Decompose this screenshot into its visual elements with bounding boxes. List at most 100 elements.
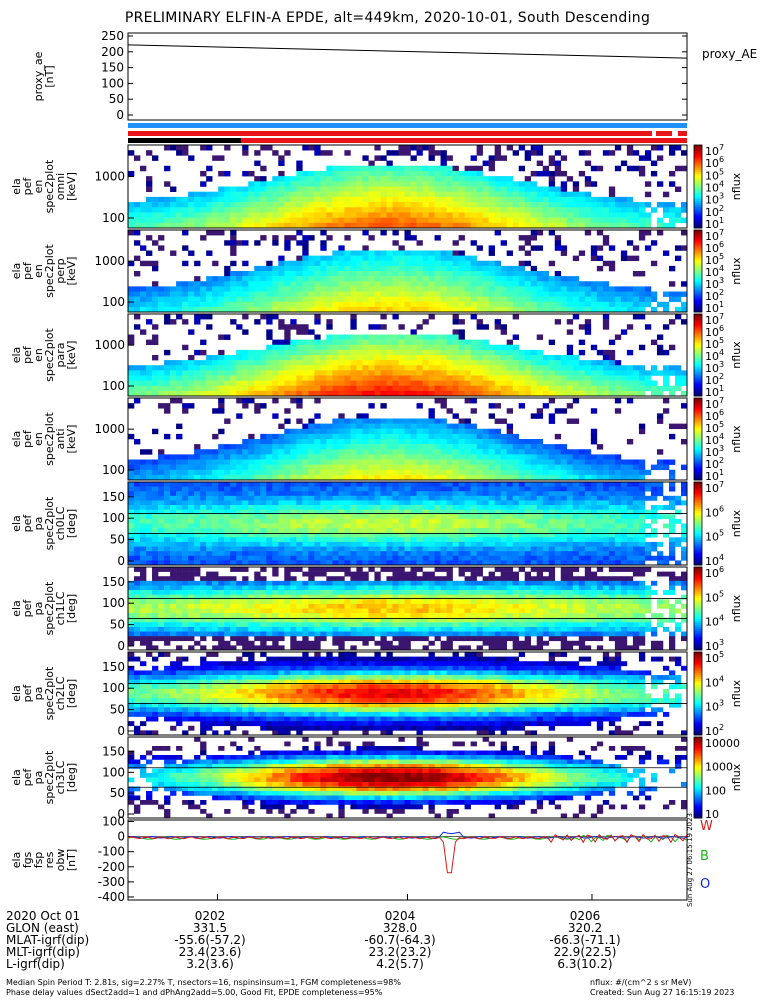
pa_ch0-cell	[452, 523, 459, 529]
spec_en_3-cell	[428, 385, 435, 392]
spec_en_1-cell	[326, 191, 333, 198]
pa_ch0-cell	[164, 509, 171, 515]
spec_en_2-cell	[152, 265, 159, 272]
pa_ch0-cell	[374, 555, 381, 561]
spec_en_2-cell	[476, 291, 483, 297]
spec_en_2-cell	[170, 291, 177, 297]
spec_en_3-cell	[542, 375, 550, 381]
spec_en_4-cell	[398, 428, 405, 435]
spec_en_1-cell	[512, 186, 519, 192]
spec_en_3-cell	[362, 355, 369, 361]
pa_ch0-cell	[182, 532, 189, 538]
spec_en_2-cell	[302, 250, 309, 256]
spec_en_1-cell	[506, 196, 513, 203]
spec_en_1-cell	[356, 212, 363, 218]
spec_en_3-cell	[242, 370, 249, 376]
spec_en_2-cell	[482, 271, 489, 277]
spec_en_3-cell	[290, 349, 297, 356]
pa_ch0-cell	[314, 546, 321, 552]
spec_en_4-cell	[410, 454, 417, 460]
spec_en_3-cell	[662, 370, 670, 376]
spec_en_3-cell	[662, 380, 670, 387]
spec_en_3-cell	[368, 334, 375, 340]
spec_en_3-cell	[416, 365, 423, 371]
spec_en_2-cell	[356, 291, 363, 297]
spec_en_4-colorbar-step	[694, 445, 702, 448]
spec_en_2-cell	[632, 301, 640, 308]
spec_en_3-cell	[296, 360, 303, 366]
spec_en_1-cell	[308, 170, 315, 177]
spec_en_1-cell	[644, 155, 652, 161]
pa_ch0-cell	[356, 514, 363, 520]
spec_en_1-cell	[608, 212, 616, 218]
spec_en_4-cell	[458, 459, 465, 465]
spec_en_2-cell	[440, 306, 447, 313]
spec_en_2-cell	[146, 291, 153, 297]
spec_en_1-cell	[146, 176, 153, 182]
spec_en_4-cell	[590, 433, 598, 440]
spec_en_1-cell	[140, 222, 147, 229]
spec_en_2-cell	[506, 286, 513, 292]
spec_en_4-cell	[194, 444, 201, 450]
pa_ch0-cell	[152, 505, 159, 510]
spec_en_2-cell	[314, 286, 321, 292]
spec_en_2-cell	[212, 291, 219, 297]
spec_en_1-cell	[416, 176, 423, 182]
spec_en_2-cell	[530, 291, 538, 297]
spec_en_2-cell	[416, 255, 423, 262]
spec_en_4-cell	[182, 408, 189, 414]
spec_en_2-cell	[260, 306, 267, 313]
pa_ch0-cell	[344, 509, 351, 515]
spec_en_4-cell	[236, 449, 243, 455]
spec_en_3-cell	[278, 319, 285, 325]
spec_en_3-cell	[344, 380, 351, 387]
spec_en_2-cell	[578, 250, 586, 256]
spec_en_4-cell	[344, 464, 351, 471]
pa_ch0-cell	[308, 528, 315, 534]
spec_en_1-cell	[584, 176, 592, 182]
spec_en_1-cell	[296, 212, 303, 218]
pa_ch0-cell	[140, 482, 147, 487]
spec_en_2-cell	[290, 286, 297, 292]
pa_ch0-cell	[416, 546, 423, 552]
spec_en_3-cell	[470, 314, 477, 320]
pa_ch0-cell	[440, 537, 447, 543]
spec_en_3-cell	[572, 390, 580, 397]
spec_en_1-cell	[392, 212, 399, 218]
pa_ch0-cell	[404, 500, 411, 506]
pa_ch0-cell	[128, 560, 135, 566]
spec_en_1-cell	[416, 196, 423, 203]
pa_ch0-cell	[350, 560, 357, 566]
pa_ch0-cell	[242, 514, 249, 520]
spec_en_2-cell	[212, 301, 219, 308]
pa_ch0-cell	[404, 486, 411, 492]
spec_en_3-cell	[512, 380, 519, 387]
pa_ch0-cell	[176, 505, 183, 510]
spec_en_2-cell	[452, 240, 459, 246]
spec_en_2-cell	[284, 260, 291, 267]
spec_en_2-cell	[344, 260, 351, 267]
pa_ch0-cell	[284, 555, 291, 561]
spec_en_3-cell	[302, 380, 309, 387]
spec_en_2-colorbar-step	[694, 250, 702, 253]
spec_en_4-cell	[446, 474, 453, 481]
spec_en_2-cell	[440, 265, 447, 272]
spec_en_2-tick-label: 100	[102, 295, 125, 309]
spec_en_1-cell	[368, 165, 375, 172]
spec_en_1-cell	[146, 217, 153, 224]
pa_ch0-cell	[398, 560, 405, 566]
spec_en_2-cell	[344, 271, 351, 277]
spec_en_1-cell	[440, 181, 447, 187]
pa_ch0-cell	[164, 546, 171, 552]
spec_en_1-cell	[518, 207, 526, 213]
spec_en_2-cell	[650, 306, 658, 313]
spec_en_3-cell	[266, 334, 273, 340]
spec_en_1-cell	[140, 207, 147, 213]
spec_en_2-cell	[320, 291, 327, 297]
spec_en_1-cell	[476, 217, 483, 224]
pa_ch0-cell	[344, 528, 351, 534]
spec_en_3-cell	[302, 339, 309, 346]
spec_en_3-cell	[170, 390, 177, 397]
spec_en_1-cell	[584, 160, 592, 167]
